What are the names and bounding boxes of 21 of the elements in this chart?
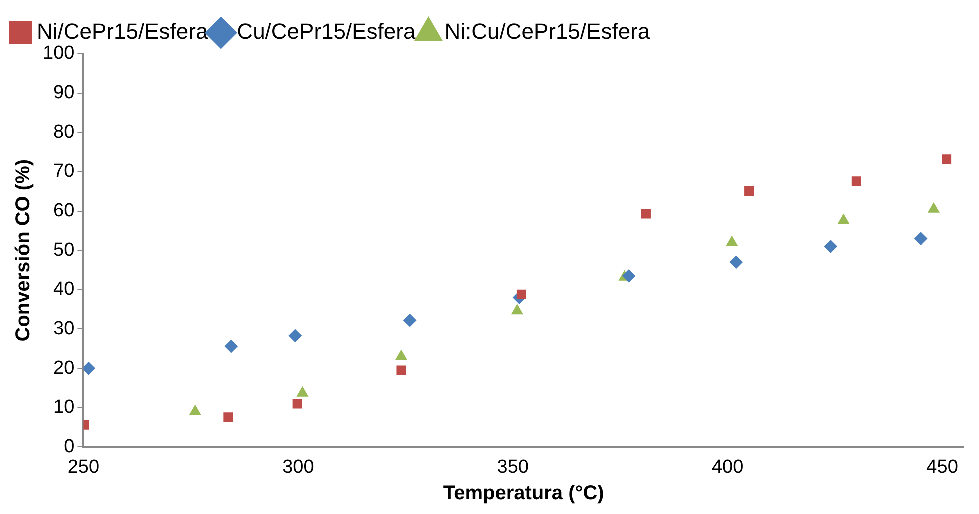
y-tick-label: 50 xyxy=(54,240,75,261)
x-tick-label: 350 xyxy=(497,456,529,478)
y-tick-label: 70 xyxy=(54,161,75,182)
y-tick-label: 40 xyxy=(54,279,75,300)
y-tick-label: 10 xyxy=(54,397,75,418)
legend-label: Ni:Cu/CePr15/Esfera xyxy=(444,19,651,44)
y-tick-label: 60 xyxy=(54,200,75,222)
y-tick-label: 80 xyxy=(54,122,75,143)
x-axis-title: Temperatura (°C) xyxy=(443,482,604,505)
legend-label: Cu/CePr15/Esfera xyxy=(237,19,416,44)
x-tick-label: 450 xyxy=(926,456,958,478)
x-tick-label: 250 xyxy=(68,456,100,478)
y-tick-label: 20 xyxy=(54,358,75,379)
y-tick-label: 100 xyxy=(43,43,75,64)
y-tick-label: 30 xyxy=(54,318,75,340)
y-tick-label: 0 xyxy=(64,436,75,458)
x-tick-label: 300 xyxy=(282,456,314,478)
x-tick-label: 400 xyxy=(712,456,744,478)
legend-label: Ni/CePr15/Esfera xyxy=(37,19,209,44)
y-tick-label: 90 xyxy=(54,82,75,104)
y-axis-title: Conversión CO (%) xyxy=(12,159,35,342)
